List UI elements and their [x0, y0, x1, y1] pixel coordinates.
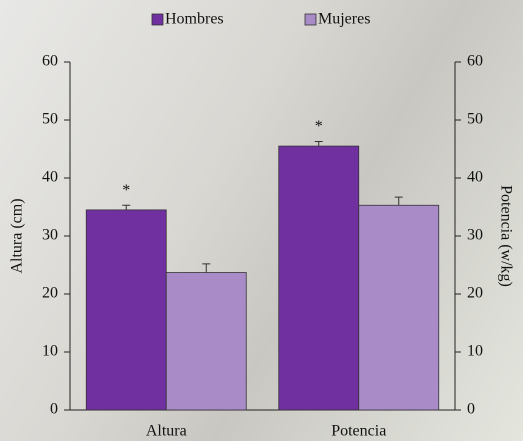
- bar: [85, 209, 167, 411]
- y-axis-label: Altura (cm): [9, 198, 26, 273]
- y-tick-label: 10: [42, 343, 58, 360]
- error-bar: [314, 140, 323, 147]
- y-tick-label: 20: [42, 285, 58, 302]
- bar: [358, 204, 440, 411]
- error-bar: [202, 263, 211, 273]
- y2-tick-label: 0: [467, 401, 475, 418]
- error-bar: [122, 204, 131, 210]
- y-tick-label: 30: [42, 227, 58, 244]
- y2-tick-label: 20: [467, 285, 483, 302]
- y2-tick-label: 30: [467, 227, 483, 244]
- bar: [165, 272, 247, 411]
- y2-tick-label: 50: [467, 111, 483, 128]
- y2-tick-label: 60: [467, 53, 483, 70]
- y2-tick-label: 40: [467, 169, 483, 186]
- legend-swatch: [304, 13, 317, 26]
- y-tick-label: 60: [42, 53, 58, 70]
- legend-label: Hombres: [165, 11, 224, 28]
- legend-label: Mujeres: [318, 11, 370, 28]
- x-tick-label: Altura: [146, 423, 187, 440]
- error-bar: [394, 196, 403, 206]
- y2-tick-label: 10: [467, 343, 483, 360]
- x-tick-label: Potencia: [331, 423, 386, 440]
- annotation: *: [315, 118, 323, 135]
- annotation: *: [122, 182, 130, 199]
- y2-axis-label: Potencia (w/kg): [497, 185, 514, 287]
- legend-swatch: [151, 13, 164, 26]
- y-tick-label: 50: [42, 111, 58, 128]
- bar: [278, 145, 360, 411]
- y-tick-label: 0: [50, 401, 58, 418]
- y-tick-label: 40: [42, 169, 58, 186]
